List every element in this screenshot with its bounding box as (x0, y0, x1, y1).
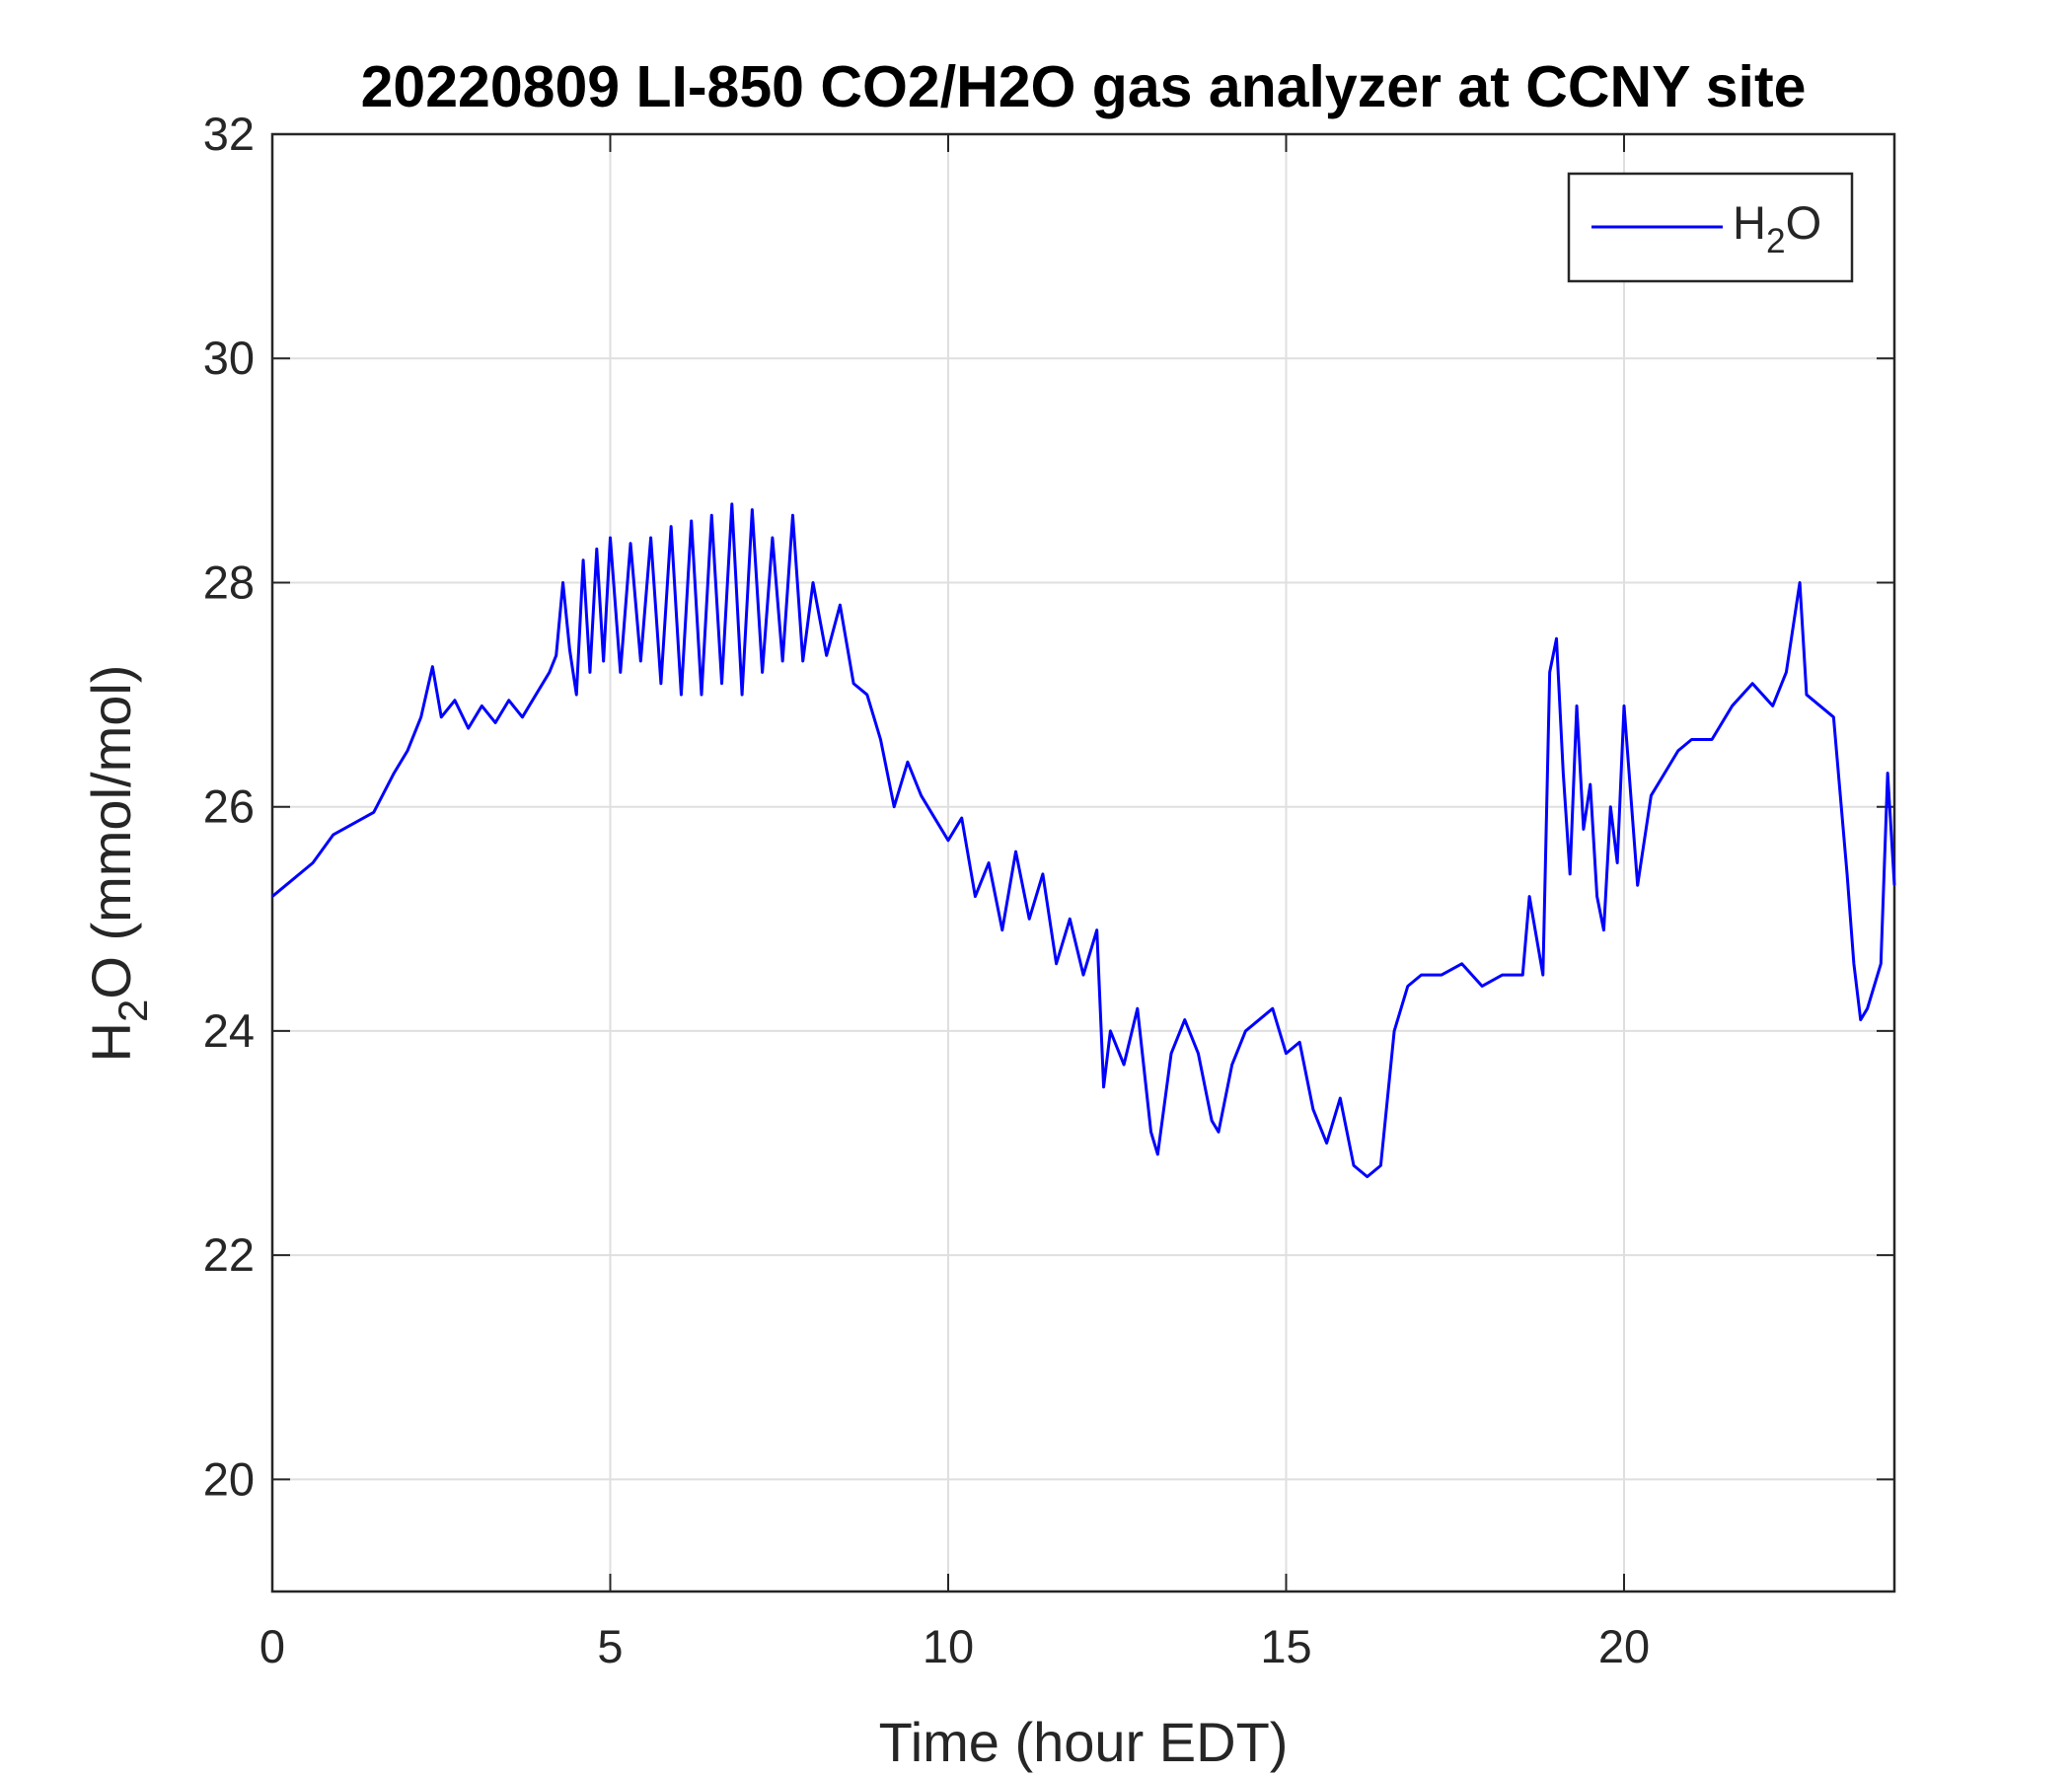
legend-label: H2O (1733, 196, 1821, 260)
x-tick-label: 5 (597, 1620, 623, 1672)
y-tick-label: 28 (203, 555, 255, 608)
y-axis-label: H2O (mmol/mol) (80, 665, 156, 1063)
y-tick-label: 30 (203, 332, 255, 384)
chart-title: 20220809 LI-850 CO2/H2O gas analyzer at … (361, 54, 1807, 119)
x-tick-label: 0 (259, 1620, 285, 1672)
data-line (271, 502, 1896, 1179)
x-tick-label: 15 (1260, 1620, 1311, 1672)
y-tick-label: 32 (203, 108, 255, 160)
x-tick-label: 10 (923, 1620, 974, 1672)
x-axis-label: Time (hour EDT) (879, 1711, 1289, 1773)
y-tick-label: 26 (203, 780, 255, 833)
y-tick-label: 20 (203, 1452, 255, 1505)
y-tick-label: 22 (203, 1228, 255, 1281)
x-tick-label: 20 (1598, 1620, 1650, 1672)
y-tick-label: 24 (203, 1004, 255, 1057)
